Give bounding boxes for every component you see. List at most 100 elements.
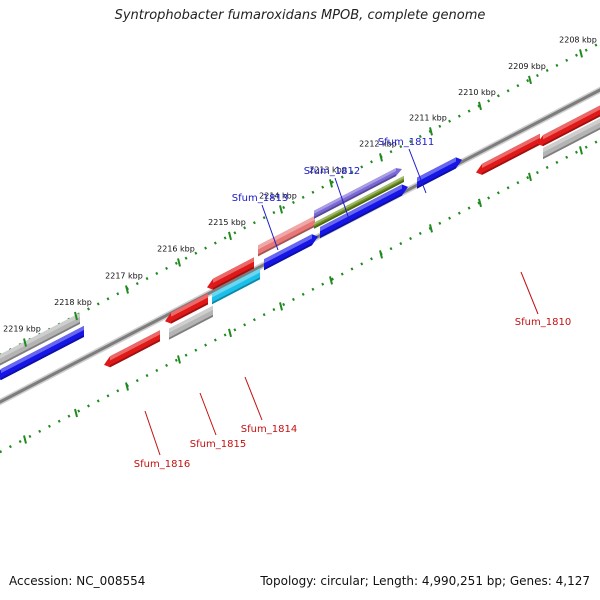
- gene-forward-center-shadow: [264, 243, 312, 271]
- label-leader: [144, 410, 161, 456]
- gene-sfum-1810-shadow: [482, 142, 540, 175]
- gene-reverse-right-highlight: [543, 105, 600, 140]
- inner-major-tick: [23, 435, 27, 444]
- tick-label-kbp: 2210 kbp: [458, 88, 496, 97]
- gene-sfum-1814: [212, 268, 260, 305]
- gene-sfum-1812-highlight: [314, 168, 396, 214]
- inner-major-tick: [528, 172, 532, 182]
- gene-gray-left-highlight: [0, 312, 80, 359]
- gene-sfum-1814-highlight: [212, 268, 260, 298]
- tick-label-kbp: 2213 kbp: [309, 165, 347, 174]
- tick-label-kbp: 2217 kbp: [105, 271, 143, 280]
- gene-red-b-highlight: [213, 257, 254, 283]
- inner-major-tick: [74, 408, 78, 418]
- gene-sfum-1810-highlight: [482, 133, 540, 169]
- label-leader: [334, 177, 351, 223]
- tick-label-kbp: 2218 kbp: [54, 298, 92, 307]
- gene-red-a-shadow: [171, 302, 208, 324]
- inner-major-tick: [279, 302, 283, 311]
- inner-major-tick: [478, 198, 482, 208]
- gene-forward-right: [320, 184, 408, 239]
- gene-forward-left-shadow: [1, 334, 84, 380]
- outer-major-tick: [478, 101, 482, 111]
- gene-gray-right-shadow: [543, 127, 600, 160]
- tick-label-kbp: 2212 kbp: [359, 139, 397, 148]
- tick-label-kbp: 2214 kbp: [259, 191, 297, 200]
- gene-sfum-1815-highlight: [169, 305, 213, 333]
- inner-major-tick: [329, 276, 333, 285]
- genome-summary: Topology: circular; Length: 4,990,251 bp…: [260, 574, 590, 588]
- gene-label-sfum_1815: Sfum_1815: [190, 439, 246, 450]
- gene-gray-left: [0, 312, 80, 366]
- inner-major-tick: [379, 250, 383, 259]
- gene-sfum-1811-shadow: [417, 166, 456, 189]
- gene-label-sfum_1814: Sfum_1814: [241, 424, 297, 435]
- tick-label-kbp: 2209 kbp: [508, 62, 546, 71]
- label-leader: [408, 148, 427, 194]
- label-leader: [244, 376, 263, 421]
- tick-label-kbp: 2219 kbp: [3, 325, 41, 334]
- label-leader: [520, 271, 539, 315]
- gene-sfum-1813-shadow: [258, 224, 315, 257]
- gene-forward-left: [0, 325, 84, 380]
- gene-red-b-shadow: [213, 266, 254, 290]
- map-title: Syntrophobacter fumaroxidans MPOB, compl…: [114, 8, 486, 23]
- gene-forward-center: [264, 234, 318, 271]
- gene-sfum-1815: [169, 305, 213, 340]
- gene-label-sfum_1812: Sfum_1812: [304, 166, 360, 177]
- tick-label-kbp: 2208 kbp: [559, 35, 597, 44]
- gene-sfum-1816: [104, 330, 160, 368]
- gene-sfum-1810: [476, 133, 540, 175]
- accession-text: Accession: NC_008554: [9, 574, 146, 588]
- outer-major-tick: [528, 75, 532, 85]
- gene-reverse-right-shadow: [543, 114, 600, 147]
- gene-sfum-1812: [314, 168, 402, 219]
- gene-sfum-1813: [258, 215, 315, 257]
- tick-label-kbp: 2211 kbp: [409, 113, 447, 122]
- gene-gray-right-highlight: [543, 118, 600, 153]
- gene-sfum-1813-highlight: [258, 215, 315, 250]
- outer-major-tick: [579, 49, 583, 58]
- gene-forward-right-highlight: [320, 184, 402, 232]
- outer-major-tick: [329, 179, 333, 188]
- gene-reverse-right: [537, 105, 600, 147]
- inner-ruler: [0, 138, 600, 454]
- gene-olive-shadow: [314, 179, 404, 229]
- inner-major-tick: [177, 355, 181, 364]
- gene-red-a: [165, 293, 208, 324]
- gene-olive-highlight: [314, 175, 404, 225]
- gene-sfum-1815-shadow: [169, 314, 213, 340]
- gene-forward-center-highlight: [264, 234, 312, 264]
- outer-major-tick: [279, 205, 283, 214]
- outer-major-tick: [74, 311, 78, 321]
- tick-label-kbp: 2215 kbp: [208, 218, 246, 227]
- outer-major-tick: [228, 231, 232, 241]
- gene-label-sfum_1813: Sfum_1813: [232, 193, 288, 204]
- gene-sfum-1816-highlight: [110, 330, 160, 361]
- gene-sfum-1814-shadow: [212, 277, 260, 305]
- gene-label-sfum_1811: Sfum_1811: [378, 137, 434, 148]
- gene-red-b: [207, 257, 254, 290]
- outer-major-tick: [125, 285, 129, 294]
- outer-major-tick: [177, 258, 181, 267]
- gene-olive: [314, 175, 404, 229]
- gene-label-sfum_1810: Sfum_1810: [515, 317, 571, 328]
- gene-gray-left-shadow: [0, 321, 80, 366]
- gene-sfum-1811-highlight: [417, 157, 456, 182]
- label-leader: [199, 392, 217, 436]
- gene-label-sfum_1816: Sfum_1816: [134, 459, 190, 470]
- outer-major-tick: [429, 127, 433, 136]
- inner-major-tick: [429, 224, 433, 233]
- inner-major-tick: [125, 382, 129, 391]
- gene-gray-right: [543, 118, 600, 160]
- outer-major-tick: [379, 153, 383, 162]
- tick-label-kbp: 2216 kbp: [157, 244, 195, 253]
- outer-major-tick: [23, 338, 27, 347]
- gene-forward-right-shadow: [320, 193, 402, 239]
- inner-major-tick: [579, 146, 583, 155]
- outer-ruler: [0, 41, 600, 357]
- gene-sfum-1812-shadow: [314, 174, 396, 219]
- inner-major-tick: [228, 328, 232, 338]
- gene-sfum-1816-shadow: [110, 339, 160, 368]
